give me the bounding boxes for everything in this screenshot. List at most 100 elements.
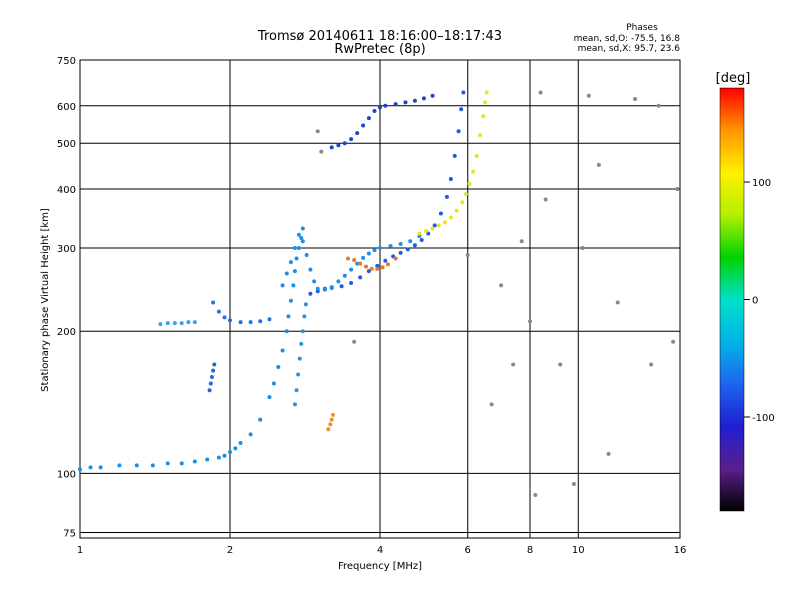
data-point: [463, 192, 468, 197]
data-point: [533, 493, 538, 498]
data-point: [271, 381, 276, 386]
data-point: [222, 453, 227, 458]
data-point: [448, 176, 453, 181]
data-point: [358, 261, 363, 266]
data-point: [419, 237, 424, 242]
data-point: [349, 137, 354, 142]
data-point: [375, 263, 380, 268]
x-tick-label: 2: [227, 545, 233, 556]
colorbar-tick-label: -100: [752, 413, 775, 424]
data-point: [421, 96, 426, 101]
phase-info-x: mean, sd,X: 95.7, 23.6: [578, 44, 681, 54]
data-point: [267, 317, 272, 322]
data-point: [615, 300, 620, 305]
data-point: [499, 283, 504, 288]
y-tick-label: 400: [57, 185, 76, 196]
data-point: [383, 103, 388, 108]
data-point: [393, 256, 398, 261]
phase-info-title: Phases: [626, 23, 658, 33]
data-point: [267, 395, 272, 400]
data-point: [355, 261, 360, 266]
grid-lines: [80, 60, 680, 538]
data-point: [192, 320, 197, 325]
data-point: [296, 246, 301, 251]
data-point: [98, 465, 103, 470]
data-point: [442, 220, 447, 225]
data-point: [424, 228, 429, 233]
data-point: [300, 239, 305, 244]
data-point: [312, 279, 317, 284]
data-point: [417, 231, 422, 236]
data-point: [292, 246, 297, 251]
data-point: [372, 248, 377, 253]
data-point: [361, 255, 366, 260]
chart-title: Tromsø 20140611 18:16:00–18:17:43: [257, 29, 502, 44]
phase-info-o: mean, sd,O: -75.5, 16.8: [574, 34, 681, 44]
data-point: [430, 226, 435, 231]
data-point: [228, 318, 232, 323]
data-point: [349, 267, 354, 272]
data-point: [405, 247, 410, 252]
data-point: [412, 243, 417, 248]
data-point: [304, 252, 309, 257]
data-point: [465, 252, 470, 257]
data-point: [331, 412, 336, 417]
data-point: [633, 97, 638, 102]
data-point: [649, 362, 654, 367]
data-point: [474, 153, 479, 158]
data-point: [238, 440, 243, 445]
data-point: [489, 402, 494, 407]
data-point: [375, 266, 380, 271]
data-point: [336, 279, 341, 284]
data-point: [596, 162, 601, 167]
data-point: [300, 329, 305, 334]
data-point: [483, 100, 488, 105]
data-point: [212, 362, 217, 367]
data-point: [398, 241, 403, 246]
data-point: [292, 269, 297, 274]
data-point: [284, 271, 289, 276]
data-point: [444, 194, 449, 199]
data-point: [228, 450, 232, 455]
data-point: [280, 348, 285, 353]
data-point: [78, 467, 82, 472]
chart-subtitle: RwPretec (8p): [334, 42, 425, 57]
data-point: [208, 381, 213, 386]
data-point: [586, 93, 591, 98]
data-point: [361, 123, 366, 128]
x-tick-label: 10: [572, 545, 585, 556]
data-point: [393, 102, 398, 107]
data-point: [248, 320, 253, 325]
y-tick-label: 75: [63, 528, 76, 539]
x-tick-label: 8: [527, 545, 533, 556]
data-point: [471, 169, 476, 174]
x-axis-label: Frequency [MHz]: [338, 561, 422, 572]
data-point: [511, 362, 516, 367]
data-point: [388, 243, 393, 248]
data-point: [299, 235, 304, 240]
data-point: [339, 284, 344, 289]
data-point: [558, 362, 563, 367]
data-point: [216, 455, 221, 460]
data-point: [452, 153, 457, 158]
colorbar-label: [deg]: [716, 71, 751, 86]
data-point: [302, 314, 307, 319]
data-point: [448, 215, 453, 220]
data-point: [308, 291, 313, 296]
data-point: [528, 319, 532, 324]
data-point: [319, 149, 324, 154]
data-point: [299, 341, 304, 346]
data-point: [329, 145, 334, 150]
data-point: [179, 321, 184, 326]
data-point: [366, 269, 371, 274]
data-point: [460, 200, 465, 205]
data-point: [216, 309, 221, 314]
y-tick-label: 600: [57, 102, 76, 113]
data-point: [294, 388, 299, 393]
x-tick-labels: 1 2 4 6 8 10 16: [77, 545, 687, 556]
data-point: [280, 283, 285, 288]
data-point: [158, 322, 163, 327]
data-point: [403, 100, 408, 105]
data-point: [258, 319, 263, 324]
